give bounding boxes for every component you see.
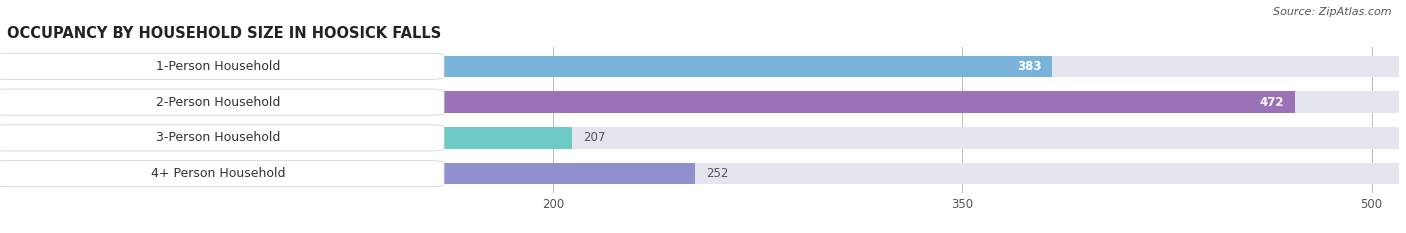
Bar <box>7 55 1399 77</box>
Text: OCCUPANCY BY HOUSEHOLD SIZE IN HOOSICK FALLS: OCCUPANCY BY HOUSEHOLD SIZE IN HOOSICK F… <box>7 26 441 41</box>
Text: 3-Person Household: 3-Person Household <box>156 131 281 144</box>
Text: 4+ Person Household: 4+ Person Household <box>152 167 285 180</box>
Text: 252: 252 <box>706 167 728 180</box>
Text: 472: 472 <box>1260 96 1284 109</box>
Bar <box>7 163 695 185</box>
Text: 2-Person Household: 2-Person Household <box>156 96 281 109</box>
Text: 1-Person Household: 1-Person Household <box>156 60 281 73</box>
Bar <box>7 55 1052 77</box>
Bar <box>7 127 1399 149</box>
Bar <box>7 91 1295 113</box>
Text: Source: ZipAtlas.com: Source: ZipAtlas.com <box>1274 7 1392 17</box>
Bar <box>7 163 1399 185</box>
Text: 207: 207 <box>583 131 606 144</box>
Bar <box>7 127 572 149</box>
Bar <box>7 91 1399 113</box>
Text: 383: 383 <box>1017 60 1042 73</box>
